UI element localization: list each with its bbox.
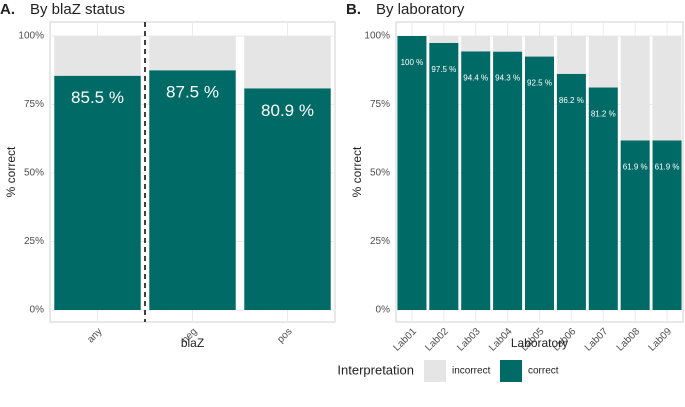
y-tick-label: 0% (376, 305, 391, 316)
bar-segment (397, 36, 427, 310)
y-axis-label: % correct (350, 146, 364, 197)
bar-segment (620, 36, 650, 141)
bar-segment (588, 36, 618, 88)
panel-label: B. (346, 1, 361, 18)
data-label: 61.9 % (623, 163, 648, 172)
bar-segment (54, 75, 141, 310)
data-label: 86.2 % (559, 96, 584, 105)
legend-label: correct (528, 366, 559, 377)
data-label: 94.4 % (463, 73, 488, 82)
x-tick-label: any (85, 326, 104, 345)
legend-swatch (500, 360, 522, 382)
y-tick-label: 25% (370, 236, 390, 247)
data-label: 97.5 % (431, 65, 456, 74)
bar-segment (556, 73, 586, 310)
x-tick-label: Lab09 (647, 326, 675, 354)
y-tick-label: 50% (24, 168, 44, 179)
chart-title: By blaZ status (30, 1, 125, 18)
bar-segment (556, 36, 586, 74)
x-tick-label: Lab02 (423, 326, 451, 354)
bar-segment (524, 36, 555, 57)
x-tick-label: Lab07 (583, 326, 611, 354)
data-label: 61.9 % (655, 163, 680, 172)
y-tick-label: 100% (364, 31, 390, 42)
bar-segment (652, 36, 682, 141)
data-label: 81.2 % (591, 110, 616, 119)
x-tick-label: pos (275, 326, 294, 345)
bar-segment (620, 140, 650, 310)
chart-title: By laboratory (376, 1, 465, 18)
legend-title: Interpretation (337, 362, 414, 377)
x-axis-label: blaZ (181, 336, 204, 350)
bar-segment (149, 36, 236, 71)
x-tick-label: Lab03 (455, 326, 483, 354)
data-label: 85.5 % (71, 88, 124, 107)
y-tick-label: 25% (24, 236, 44, 247)
bar-segment (524, 56, 555, 310)
legend-label: incorrect (452, 366, 491, 377)
data-label: 92.5 % (527, 79, 552, 88)
data-label: 80.9 % (261, 101, 314, 120)
legend-swatch (424, 360, 446, 382)
y-tick-label: 75% (24, 99, 44, 110)
data-label: 100 % (401, 58, 424, 67)
y-tick-label: 100% (18, 31, 44, 42)
y-axis-label: % correct (4, 146, 18, 197)
bar-segment (652, 140, 682, 310)
panel-label: A. (0, 1, 15, 18)
bar-segment (461, 51, 491, 311)
bar-segment (493, 36, 523, 52)
bar-segment (429, 42, 459, 310)
y-tick-label: 50% (370, 168, 390, 179)
data-label: 87.5 % (166, 83, 219, 102)
y-tick-label: 75% (370, 99, 390, 110)
y-tick-label: 0% (30, 305, 45, 316)
bar-segment (588, 87, 618, 311)
bar-segment (493, 51, 523, 310)
bar-segment (461, 36, 491, 52)
bar-segment (244, 88, 331, 310)
bar-segment (54, 36, 141, 76)
x-tick-label: Lab08 (615, 326, 643, 354)
bar-segment (429, 36, 459, 43)
data-label: 94.3 % (495, 74, 520, 83)
bar-segment (244, 36, 331, 89)
bar-segment (149, 70, 236, 310)
x-tick-label: Lab01 (391, 326, 419, 354)
x-axis-label: Laboratory (511, 336, 568, 350)
